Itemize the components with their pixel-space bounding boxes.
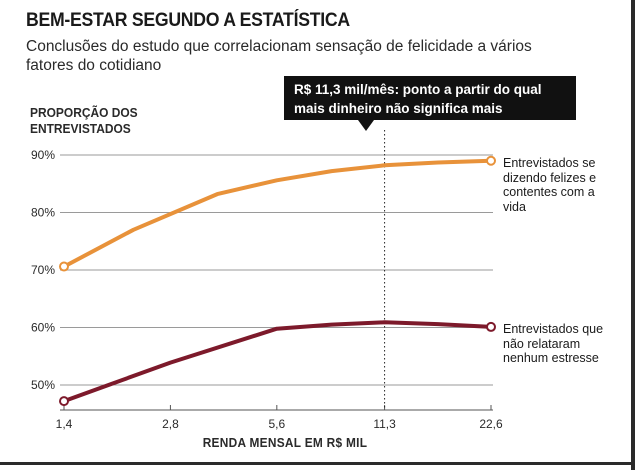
- series-end-point-1: [486, 321, 496, 332]
- series-start-point-1: [59, 396, 69, 407]
- y-axis-label: PROPORÇÃO DOS ENTREVISTADOS: [30, 105, 138, 136]
- legend-label-happy: Entrevistados se dizendo felizes e conte…: [503, 156, 597, 214]
- series-end-point-0: [486, 155, 496, 166]
- x-tick-label: 1,4: [56, 417, 73, 431]
- y-tick-label: 50%: [31, 378, 55, 392]
- x-tick-label: 5,6: [268, 417, 285, 431]
- series-line-0: [62, 158, 493, 269]
- annotation-callout: R$ 11,3 mil/mês: ponto a partir do qual …: [284, 76, 576, 135]
- y-tick-label: 70%: [31, 263, 55, 277]
- chart-title: BEM-ESTAR SEGUNDO A ESTATÍSTICA: [26, 10, 350, 31]
- series-line-1: [62, 320, 493, 404]
- x-axis-label: RENDA MENSAL EM R$ MIL: [202, 436, 368, 450]
- annotation-arrow: [358, 120, 374, 131]
- y-tick-label: 60%: [31, 321, 55, 335]
- frame-bottom-border: [0, 462, 635, 465]
- chart-subtitle: Conclusões do estudo que correlacionam s…: [26, 38, 532, 74]
- y-tick-label: 90%: [31, 148, 55, 162]
- y-tick-label: 80%: [31, 206, 55, 220]
- x-tick-label: 2,8: [162, 417, 179, 431]
- series-start-point-0: [59, 261, 69, 272]
- legend-label-no-stress: Entrevistados que não relataram nenhum e…: [503, 322, 604, 365]
- frame-right-border: [631, 0, 635, 470]
- x-tick-label: 11,3: [373, 417, 396, 431]
- x-tick-label: 22,6: [479, 417, 503, 431]
